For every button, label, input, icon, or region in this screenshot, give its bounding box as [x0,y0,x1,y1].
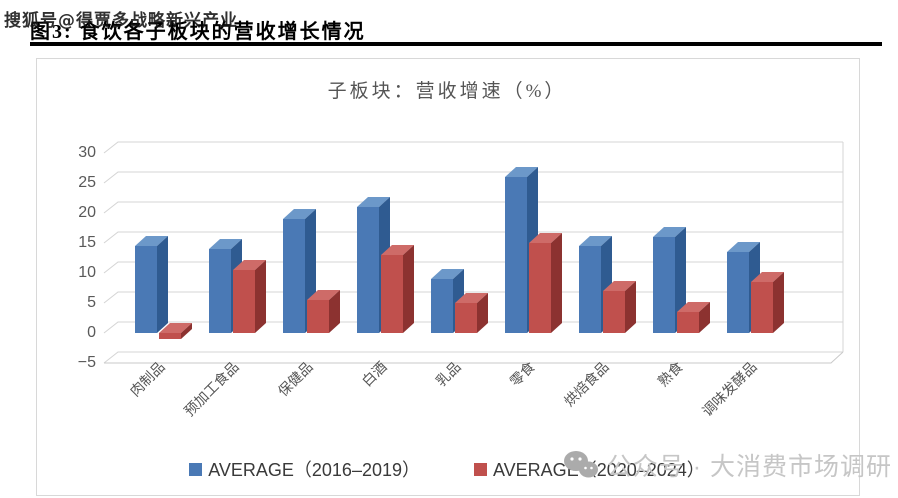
title-underline [30,42,882,46]
y-tick-label: −5 [77,354,96,371]
legend-item-series2: AVERAGE（2020–2024） [474,456,705,482]
y-tick-label: 10 [78,264,96,281]
legend-swatch-blue [189,462,203,476]
wechat-icon [563,451,598,478]
legend-label-series2: AVERAGE（2020–2024） [493,460,705,480]
y-tick-label: 5 [87,294,96,311]
y-tick-label: 0 [87,324,96,341]
sohu-watermark: 搜狐号@得贾多战略新兴产业 [4,11,238,31]
y-tick-label: 25 [78,174,96,191]
chart-legend: AVERAGE（2016–2019） AVERAGE（2020–2024） [36,456,858,482]
y-tick-label: 20 [78,204,96,221]
y-tick-label: 15 [78,234,96,251]
y-tick-label: 30 [78,144,96,161]
figure-title: 图3: 食饮各子板块的营收增长情况 [30,21,366,43]
wechat-watermark-text: 公众号 · 大消费市场调研 [606,453,892,481]
chart-plot-svg [103,141,844,364]
legend-label-series1: AVERAGE（2016–2019） [208,460,420,480]
wechat-watermark: 公众号 · 大消费市场调研 [563,447,892,483]
chart-title: 子板块：营收增速（%） [327,81,567,102]
legend-swatch-red [474,462,487,476]
legend-item-series1: AVERAGE（2016–2019） [189,456,420,482]
